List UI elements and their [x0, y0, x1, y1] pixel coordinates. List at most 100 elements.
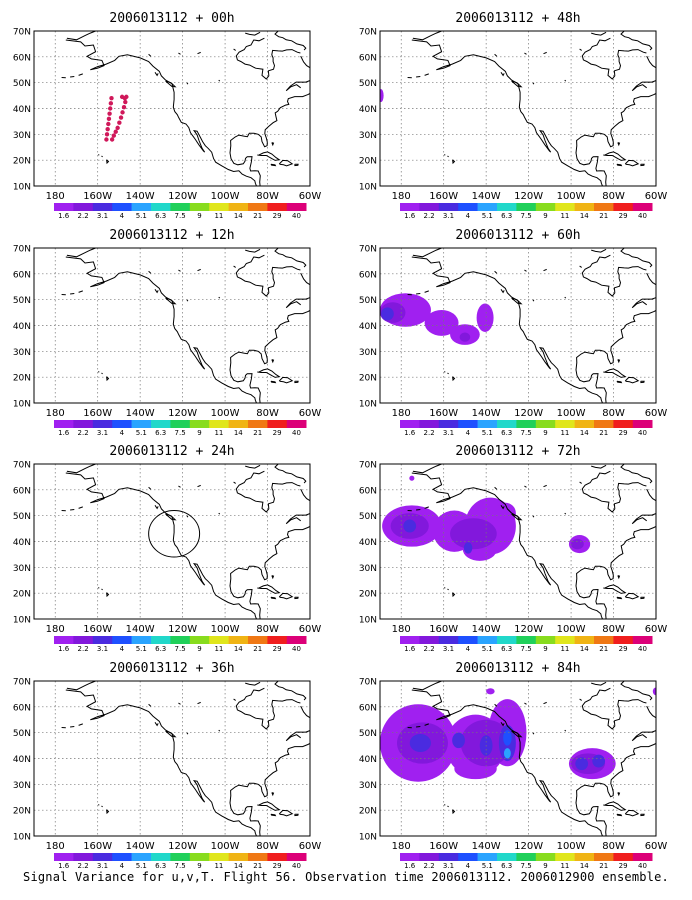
colorbar-swatch — [112, 636, 132, 644]
coastline — [97, 371, 100, 373]
coastline — [186, 299, 189, 302]
coastline — [543, 701, 547, 705]
coastline — [65, 689, 257, 836]
coastline — [245, 681, 261, 686]
colorbar-swatch — [248, 420, 268, 428]
colorbar-label: 3.1 — [443, 645, 454, 653]
lat-tick-label: 20N — [359, 157, 377, 167]
colorbar-label: 29 — [619, 212, 628, 220]
coastline — [624, 159, 640, 167]
colorbar-label: 6.3 — [501, 212, 512, 220]
coastline — [494, 703, 498, 707]
lat-tick-label: 50N — [13, 79, 31, 89]
panel-title: 2006013112 + 12h — [109, 228, 234, 243]
coastline — [154, 289, 159, 294]
coastline — [411, 39, 603, 186]
panel-frame — [33, 680, 311, 837]
coastline — [278, 376, 294, 384]
colorbar-swatch — [54, 853, 74, 861]
coastline — [278, 592, 294, 600]
coastline — [640, 596, 645, 600]
colorbar-swatch — [594, 420, 614, 428]
colorbar-swatch — [131, 636, 152, 644]
lon-tick-label: 100W — [557, 841, 586, 852]
coastline — [500, 72, 505, 77]
lat-tick-label: 50N — [359, 79, 377, 89]
colorbar-label: 9 — [543, 645, 547, 653]
colorbar-swatch — [267, 636, 288, 644]
colorbar-swatch — [458, 420, 478, 428]
panel-frame — [33, 30, 311, 187]
colorbar-swatch — [477, 853, 498, 861]
lon-tick-label: 180 — [46, 191, 65, 202]
lon-tick-label: 60W — [645, 191, 668, 202]
coastline — [617, 359, 621, 364]
lat-tick-label: 50N — [359, 512, 377, 522]
coastline — [447, 805, 449, 808]
colorbar-swatch — [594, 636, 614, 644]
colorbar-swatch — [613, 420, 634, 428]
colorbar-label: 5.1 — [482, 645, 493, 653]
coastline — [165, 297, 177, 305]
lon-tick-label: 160W — [429, 191, 458, 202]
lat-tick-label: 60N — [13, 486, 31, 496]
panel-plot-area — [34, 248, 310, 403]
colorbar-label: 21 — [253, 645, 262, 653]
lon-tick-label: 140W — [472, 408, 501, 419]
coastline — [271, 575, 275, 580]
colorbar-swatch — [477, 420, 498, 428]
lon-tick-label: 60W — [645, 624, 668, 635]
colorbar-label: 6.3 — [501, 862, 512, 870]
colorbar-swatch — [73, 420, 94, 428]
colorbar-swatch — [632, 636, 653, 644]
colorbar-swatch — [400, 853, 420, 861]
coastline — [543, 484, 547, 488]
coastline — [229, 310, 310, 403]
coastline — [616, 163, 623, 167]
colorbar-label: 9 — [197, 862, 201, 870]
lat-tick-label: 70N — [13, 678, 31, 688]
colorbar-label: 29 — [273, 645, 282, 653]
coastline — [148, 486, 152, 490]
colorbar-label: 21 — [599, 862, 608, 870]
lon-tick-label: 120W — [168, 191, 197, 202]
colorbar-swatch — [151, 203, 171, 211]
colorbar-label: 5.1 — [482, 862, 493, 870]
colorbar-label: 4 — [466, 429, 471, 437]
coastline — [65, 39, 257, 186]
coastline — [235, 37, 301, 80]
coastline — [66, 248, 100, 258]
colorbar-swatch — [92, 203, 113, 211]
colorbar-label: 7.5 — [521, 862, 532, 870]
coastline — [412, 31, 446, 41]
colorbar-swatch — [73, 853, 94, 861]
coastline — [532, 299, 535, 302]
coastline — [186, 515, 189, 518]
coastline — [494, 270, 498, 274]
colorbar-label: 4 — [466, 862, 471, 870]
coastline — [575, 310, 656, 403]
colorbar-label: 7.5 — [521, 429, 532, 437]
coastline — [564, 729, 567, 732]
coastline — [564, 79, 567, 82]
coastline — [197, 484, 201, 488]
colorbar-swatch — [131, 203, 152, 211]
figure-canvas: 2006013112 + 00h 70N 60N 50N 40N 30N 20N 10N 180… — [13, 11, 668, 870]
lat-tick-label: 30N — [13, 564, 31, 574]
colorbar-label: 11 — [560, 645, 569, 653]
lat-tick-label: 20N — [359, 590, 377, 600]
coastline — [278, 809, 294, 817]
coastline — [424, 290, 429, 293]
coastline — [640, 813, 645, 817]
coastline — [543, 268, 547, 272]
coastline — [452, 159, 456, 165]
colorbar-swatch — [400, 420, 420, 428]
lat-tick-label: 70N — [13, 28, 31, 38]
colorbar-label: 14 — [580, 212, 589, 220]
colorbar-label: 11 — [560, 862, 569, 870]
colorbar-swatch — [438, 203, 459, 211]
observation-point — [106, 121, 111, 127]
coastline — [416, 726, 421, 728]
coastline — [197, 268, 201, 272]
variance-blob — [459, 332, 471, 342]
